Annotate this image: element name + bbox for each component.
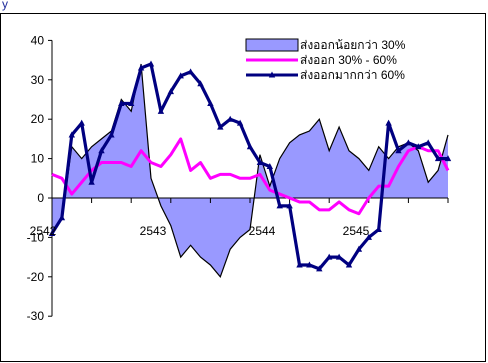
- series-marker: [246, 143, 254, 150]
- series-marker: [108, 131, 115, 138]
- legend: ส่งออกน้อยกว่า 30%ส่งออก 30% - 60%ส่งออก…: [245, 38, 406, 82]
- legend-swatch: [245, 38, 299, 52]
- legend-marker: [268, 71, 276, 78]
- series-marker: [207, 99, 214, 106]
- series-marker: [128, 99, 135, 106]
- series-marker: [118, 99, 125, 106]
- x-tick-label: 2542: [30, 224, 57, 238]
- series-marker: [345, 261, 353, 268]
- y-tick-label: 0: [37, 191, 44, 205]
- series-marker: [365, 233, 372, 240]
- series-marker: [68, 131, 75, 138]
- line-series-layer: [48, 60, 452, 272]
- series-marker: [276, 202, 283, 209]
- series-marker: [177, 72, 184, 79]
- series-marker: [316, 265, 323, 272]
- area-series-layer: [51, 63, 449, 278]
- series-marker: [58, 214, 66, 221]
- series-marker: [187, 68, 194, 75]
- series-marker: [335, 253, 343, 260]
- series-marker: [395, 147, 402, 154]
- series-marker: [326, 253, 333, 260]
- tick-labels: 40 30 20 10 0 -10 -20 -30 2542 2543 2544 2545: [27, 33, 370, 323]
- area-fill: [52, 64, 448, 277]
- y-tick-label: 10: [31, 152, 45, 166]
- series-marker: [98, 147, 105, 154]
- y-tick-label: 20: [31, 112, 45, 126]
- series-marker: [385, 119, 392, 126]
- series-marker: [266, 162, 273, 169]
- series-marker: [444, 155, 452, 162]
- series-marker: [147, 60, 155, 67]
- series-marker: [286, 202, 293, 209]
- x-tick-label: 2544: [249, 224, 276, 238]
- x-tick-label: 2543: [140, 224, 167, 238]
- series-marker: [227, 115, 234, 122]
- series-marker: [355, 245, 363, 252]
- series-marker: [236, 119, 244, 126]
- x-tick-label: 2545: [343, 224, 370, 238]
- series-marker: [425, 139, 432, 146]
- series-marker: [78, 119, 85, 126]
- legend-label: ส่งออก 30% - 60%: [300, 53, 397, 67]
- series-marker: [88, 178, 95, 185]
- y-tick-label: -20: [27, 270, 45, 284]
- series-marker: [217, 123, 224, 130]
- y-tick-label: 30: [31, 73, 45, 87]
- series-marker: [48, 229, 56, 236]
- legend-label: ส่งออกมากกว่า 60%: [300, 68, 405, 82]
- series-marker: [256, 159, 264, 166]
- y-tick-label: -30: [27, 309, 45, 323]
- series-marker: [434, 155, 442, 162]
- series-marker: [306, 261, 313, 268]
- legend-label: ส่งออกน้อยกว่า 30%: [300, 38, 406, 52]
- series-marker: [296, 261, 303, 268]
- series-marker: [375, 226, 382, 233]
- y-tick-label: -10: [27, 230, 45, 244]
- series-marker: [167, 88, 174, 95]
- y-tick-label: 40: [31, 33, 45, 47]
- header-fragment: y: [2, 0, 8, 11]
- series-marker: [197, 80, 204, 87]
- series-marker: [137, 64, 145, 71]
- series-marker: [405, 139, 412, 146]
- series-marker: [415, 143, 422, 150]
- series-marker: [157, 107, 165, 114]
